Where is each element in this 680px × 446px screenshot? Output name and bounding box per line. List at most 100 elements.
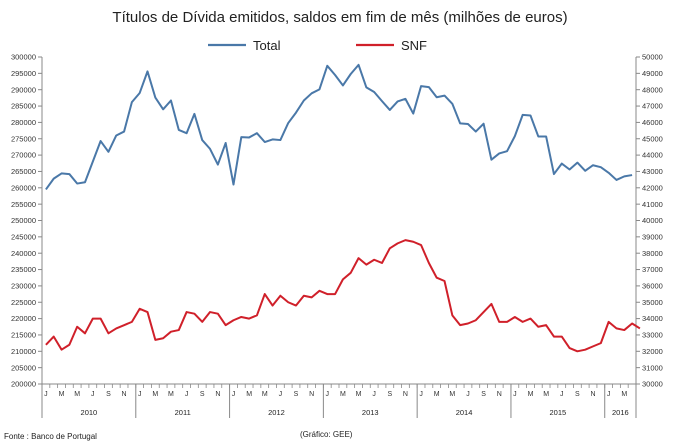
y-left-tick-label: 300000	[11, 53, 36, 62]
x-year-label: 2016	[612, 408, 629, 417]
y-right-tick-label: 39000	[642, 232, 663, 241]
x-month-label: J	[372, 391, 376, 398]
y-left-tick-label: 275000	[11, 134, 36, 143]
y-right-tick-label: 40000	[642, 216, 663, 225]
x-year-label: 2010	[81, 408, 98, 417]
x-month-label: M	[168, 391, 174, 398]
y-right-tick-label: 43000	[642, 167, 663, 176]
x-month-label: N	[215, 391, 220, 398]
y-right-tick-label: 37000	[642, 265, 663, 274]
x-month-label: J	[466, 391, 470, 398]
y-left-tick-label: 250000	[11, 216, 36, 225]
x-month-label: S	[481, 391, 486, 398]
x-year-label: 2015	[549, 408, 566, 417]
y-right-tick-label: 45000	[642, 134, 663, 143]
x-axis-ticks: J M M J S N J M M J S N J M M J S N J M M J S N J M M J S N J M M J S N J M 20…	[41, 384, 637, 418]
x-month-label: J	[513, 391, 517, 398]
x-month-label: J	[91, 391, 95, 398]
x-month-label: J	[185, 391, 189, 398]
y-right-tick-label: 38000	[642, 249, 663, 258]
y-right-tick-label: 44000	[642, 151, 663, 160]
x-year-label: 2013	[362, 408, 379, 417]
series-line-total	[45, 63, 633, 191]
y-left-tick-label: 290000	[11, 85, 36, 94]
y-left-tick-label: 265000	[11, 167, 36, 176]
y-right-tick-label: 32000	[642, 347, 663, 356]
x-month-label: S	[575, 391, 580, 398]
x-month-label: S	[387, 391, 392, 398]
x-year-label: 2014	[456, 408, 473, 417]
y-right-tick-label: 30000	[642, 380, 663, 389]
y-left-tick-label: 285000	[11, 102, 36, 111]
y-left-tick-label: 205000	[11, 363, 36, 372]
y-right-tick-label: 50000	[642, 53, 663, 62]
y-right-tick-label: 31000	[642, 363, 663, 372]
x-month-label: M	[621, 391, 627, 398]
y-right-tick-label: 35000	[642, 298, 663, 307]
y-right-tick-label: 33000	[642, 331, 663, 340]
x-month-label: M	[356, 391, 362, 398]
x-month-label: J	[560, 391, 564, 398]
y-left-tick-label: 235000	[11, 265, 36, 274]
y-right-tick-label: 42000	[642, 183, 663, 192]
y-left-tick-label: 225000	[11, 298, 36, 307]
y-left-tick-label: 200000	[11, 380, 36, 389]
x-month-label: J	[279, 391, 283, 398]
y-left-tick-label: 270000	[11, 151, 36, 160]
y-left-tick-label: 220000	[11, 314, 36, 323]
chart-title: Títulos de Dívida emitidos, saldos em fi…	[112, 9, 567, 26]
x-year-label: 2011	[175, 408, 191, 417]
y-right-tick-label: 36000	[642, 282, 663, 291]
y-right-tick-label: 46000	[642, 118, 663, 127]
x-month-label: M	[152, 391, 158, 398]
y-axis-left-ticks: 200000 205000 210000 215000 220000 225000 2300…	[11, 53, 42, 389]
y-right-tick-label: 47000	[642, 102, 663, 111]
y-left-tick-label: 295000	[11, 69, 36, 78]
x-month-label: J	[232, 391, 236, 398]
x-month-label: M	[340, 391, 346, 398]
y-left-tick-label: 215000	[11, 331, 36, 340]
y-left-tick-label: 210000	[11, 347, 36, 356]
y-axis-right-ticks: 30000 31000 32000 33000 34000 35000 36000 37000…	[636, 53, 663, 389]
y-right-tick-label: 34000	[642, 314, 663, 323]
y-right-tick-label: 41000	[642, 200, 663, 209]
x-month-label: M	[246, 391, 252, 398]
x-month-label: J	[607, 391, 611, 398]
y-left-tick-label: 245000	[11, 232, 36, 241]
x-month-label: M	[434, 391, 440, 398]
legend: Total SNF	[208, 38, 427, 53]
x-month-label: J	[419, 391, 423, 398]
y-left-tick-label: 280000	[11, 118, 36, 127]
x-month-label: N	[403, 391, 408, 398]
x-month-label: M	[74, 391, 80, 398]
x-year-label: 2012	[268, 408, 285, 417]
y-left-tick-label: 240000	[11, 249, 36, 258]
x-month-label: S	[294, 391, 299, 398]
y-right-tick-label: 49000	[642, 69, 663, 78]
y-left-tick-label: 230000	[11, 282, 36, 291]
legend-total-label: Total	[253, 38, 281, 53]
x-month-label: M	[59, 391, 65, 398]
x-month-label: S	[106, 391, 111, 398]
series-line-snf	[45, 239, 641, 353]
series-layer	[45, 63, 641, 353]
y-left-tick-label: 260000	[11, 183, 36, 192]
x-month-label: M	[449, 391, 455, 398]
x-month-label: S	[200, 391, 205, 398]
x-month-label: M	[262, 391, 268, 398]
x-month-label: N	[122, 391, 127, 398]
x-month-label: J	[138, 391, 142, 398]
y-right-tick-label: 48000	[642, 85, 663, 94]
credit-note: (Gráfico: GEE)	[300, 430, 353, 439]
x-month-label: N	[309, 391, 314, 398]
y-left-tick-label: 255000	[11, 200, 36, 209]
source-note: Fonte : Banco de Portugal	[4, 432, 97, 441]
x-month-label: N	[590, 391, 595, 398]
x-month-label: N	[497, 391, 502, 398]
x-month-label: J	[326, 391, 330, 398]
x-month-label: M	[543, 391, 549, 398]
legend-snf-label: SNF	[401, 38, 427, 53]
x-month-label: J	[44, 391, 48, 398]
x-month-label: M	[528, 391, 534, 398]
